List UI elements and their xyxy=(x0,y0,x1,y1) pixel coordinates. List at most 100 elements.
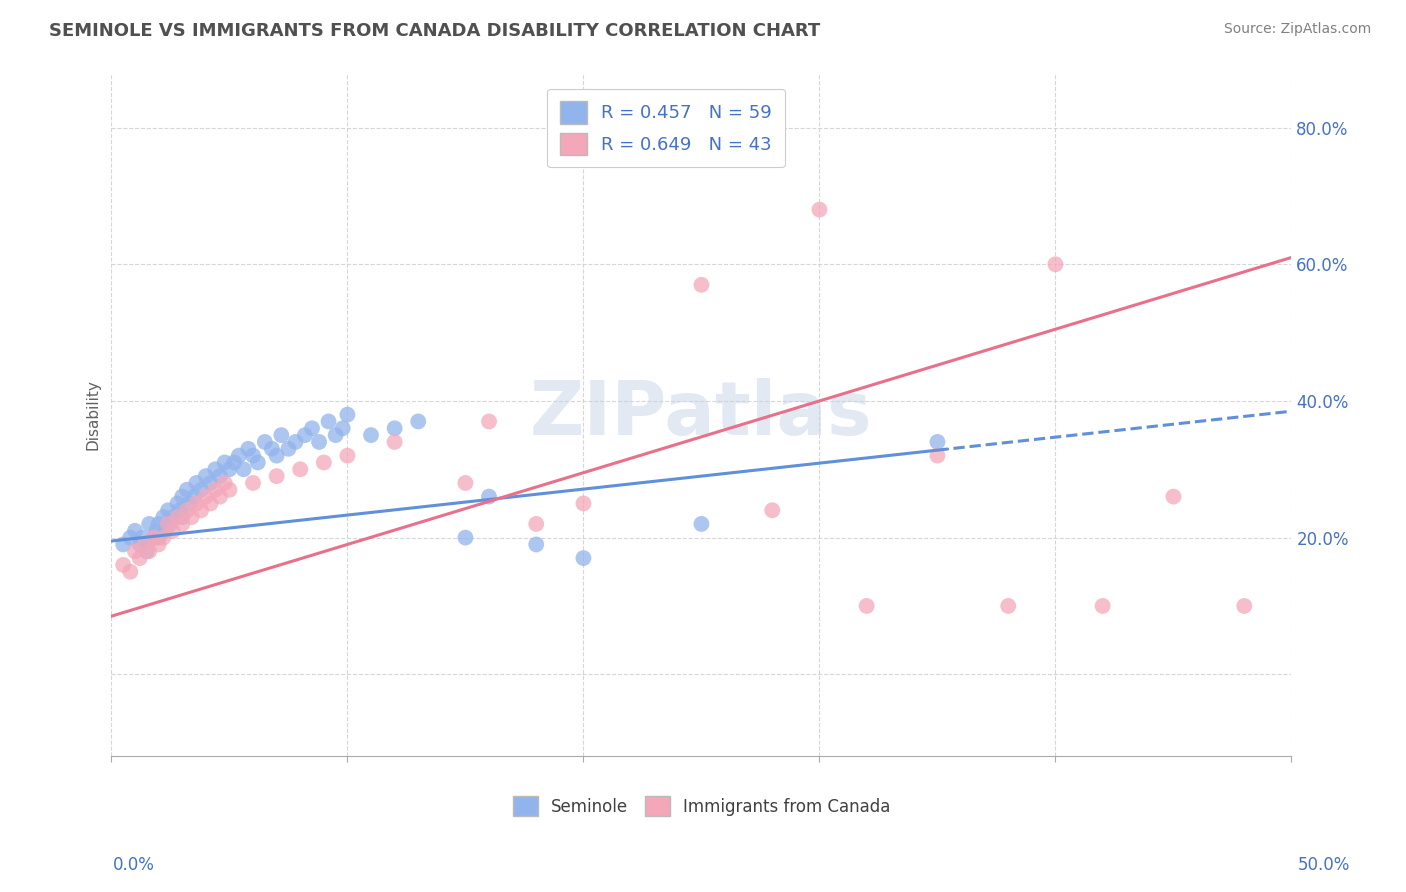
Point xyxy=(155,524,177,538)
Point xyxy=(208,490,231,504)
Point xyxy=(128,551,150,566)
Point xyxy=(124,524,146,538)
Point xyxy=(808,202,831,217)
Point xyxy=(138,516,160,531)
Point xyxy=(186,496,208,510)
Point xyxy=(524,516,547,531)
Text: 0.0%: 0.0% xyxy=(112,856,155,874)
Text: 50.0%: 50.0% xyxy=(1298,856,1350,874)
Point xyxy=(120,531,142,545)
Point xyxy=(204,462,226,476)
Point xyxy=(162,524,184,538)
Point xyxy=(145,524,167,538)
Point xyxy=(325,428,347,442)
Point xyxy=(336,408,359,422)
Point xyxy=(172,490,194,504)
Point xyxy=(336,449,359,463)
Point xyxy=(360,428,382,442)
Point xyxy=(112,558,135,572)
Point xyxy=(162,510,184,524)
Point xyxy=(312,455,335,469)
Point xyxy=(406,414,429,428)
Point xyxy=(152,531,174,545)
Point xyxy=(290,462,312,476)
Point xyxy=(176,503,198,517)
Point xyxy=(454,475,477,490)
Point xyxy=(138,544,160,558)
Point xyxy=(166,496,188,510)
Point xyxy=(124,544,146,558)
Point xyxy=(260,442,283,456)
Point xyxy=(761,503,783,517)
Point xyxy=(190,483,212,497)
Point xyxy=(120,565,142,579)
Point xyxy=(176,483,198,497)
Point xyxy=(318,414,340,428)
Point xyxy=(266,469,288,483)
Point xyxy=(253,434,276,449)
Point xyxy=(855,599,877,613)
Point xyxy=(270,428,292,442)
Point xyxy=(214,455,236,469)
Point xyxy=(384,421,406,435)
Point xyxy=(200,475,222,490)
Point xyxy=(180,510,202,524)
Point xyxy=(200,496,222,510)
Point xyxy=(478,490,501,504)
Point xyxy=(1045,257,1067,271)
Point xyxy=(228,449,250,463)
Point xyxy=(148,516,170,531)
Point xyxy=(172,510,194,524)
Point xyxy=(157,503,180,517)
Point xyxy=(142,531,165,545)
Point xyxy=(246,455,269,469)
Legend: Seminole, Immigrants from Canada: Seminole, Immigrants from Canada xyxy=(506,789,897,823)
Point xyxy=(134,537,156,551)
Point xyxy=(218,462,240,476)
Text: SEMINOLE VS IMMIGRANTS FROM CANADA DISABILITY CORRELATION CHART: SEMINOLE VS IMMIGRANTS FROM CANADA DISAB… xyxy=(49,22,821,40)
Point xyxy=(927,434,949,449)
Text: Source: ZipAtlas.com: Source: ZipAtlas.com xyxy=(1223,22,1371,37)
Point xyxy=(277,442,299,456)
Point xyxy=(232,462,254,476)
Point xyxy=(179,496,201,510)
Point xyxy=(148,537,170,551)
Point xyxy=(208,469,231,483)
Point xyxy=(454,531,477,545)
Y-axis label: Disability: Disability xyxy=(86,379,100,450)
Point xyxy=(242,449,264,463)
Point xyxy=(183,490,205,504)
Point xyxy=(131,531,153,545)
Point xyxy=(308,434,330,449)
Point xyxy=(194,469,217,483)
Point xyxy=(690,277,713,292)
Point xyxy=(218,483,240,497)
Point xyxy=(112,537,135,551)
Point xyxy=(194,490,217,504)
Point xyxy=(142,531,165,545)
Point xyxy=(284,434,307,449)
Point xyxy=(1163,490,1185,504)
Point xyxy=(159,516,181,531)
Point xyxy=(204,483,226,497)
Point xyxy=(927,449,949,463)
Point xyxy=(1091,599,1114,613)
Point xyxy=(332,421,354,435)
Point xyxy=(190,503,212,517)
Point xyxy=(148,531,170,545)
Text: ZIPatlas: ZIPatlas xyxy=(530,378,873,451)
Point xyxy=(214,475,236,490)
Point xyxy=(478,414,501,428)
Point xyxy=(294,428,316,442)
Point xyxy=(152,510,174,524)
Point xyxy=(135,544,157,558)
Point xyxy=(172,516,194,531)
Point xyxy=(1233,599,1256,613)
Point xyxy=(238,442,260,456)
Point xyxy=(128,537,150,551)
Point xyxy=(186,475,208,490)
Point xyxy=(166,510,188,524)
Point xyxy=(572,551,595,566)
Point xyxy=(572,496,595,510)
Point xyxy=(242,475,264,490)
